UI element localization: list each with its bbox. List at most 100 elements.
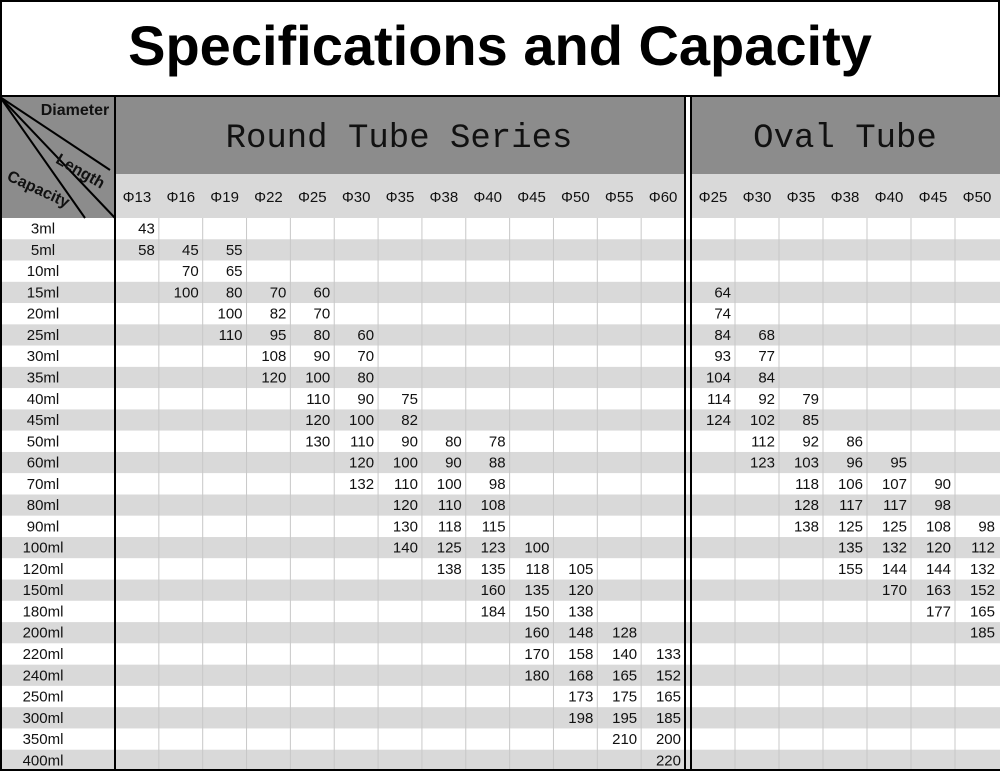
capacity-value: 198 — [568, 710, 593, 727]
capacity-value: 70 — [357, 348, 374, 365]
capacity-value: 106 — [838, 476, 863, 493]
capacity-value: 155 — [838, 561, 863, 578]
capacity-value: 130 — [393, 518, 418, 535]
capacity-value: 95 — [890, 455, 907, 472]
capacity-value: 82 — [270, 306, 287, 323]
row-backgrounds — [0, 218, 1000, 771]
capacity-value: 170 — [882, 582, 907, 599]
capacity-value: 125 — [882, 518, 907, 535]
diameter-label: Φ22 — [254, 189, 283, 206]
capacity-value: 108 — [926, 518, 951, 535]
capacity-value: 80 — [357, 369, 374, 386]
capacity-value: 133 — [656, 646, 681, 663]
capacity-value: 85 — [802, 412, 819, 429]
capacity-value: 110 — [350, 433, 374, 450]
capacity-value: 120 — [349, 455, 374, 472]
capacity-label: 3ml — [31, 221, 55, 238]
diameter-label: Φ45 — [919, 189, 948, 206]
capacity-label: 200ml — [23, 625, 64, 642]
capacity-value: 128 — [794, 497, 819, 514]
capacity-label: 240ml — [23, 667, 64, 684]
capacity-value: 132 — [349, 476, 374, 493]
capacity-label: 45ml — [27, 412, 60, 429]
capacity-value: 100 — [305, 369, 330, 386]
capacity-value: 84 — [758, 369, 775, 386]
capacity-value: 100 — [524, 540, 549, 557]
diameter-label: Φ16 — [166, 189, 195, 206]
capacity-value: 140 — [612, 646, 637, 663]
capacity-value: 100 — [218, 306, 243, 323]
capacity-value: 152 — [656, 667, 681, 684]
capacity-value: 120 — [305, 412, 330, 429]
capacity-value: 180 — [524, 667, 549, 684]
diameter-label: Φ40 — [473, 189, 502, 206]
capacity-value: 108 — [261, 348, 286, 365]
capacity-value: 70 — [270, 284, 287, 301]
capacity-value: 165 — [970, 603, 995, 620]
row-background — [0, 600, 1000, 623]
capacity-value: 220 — [656, 752, 681, 769]
capacity-value: 125 — [838, 518, 863, 535]
row-background — [0, 749, 1000, 771]
capacity-value: 95 — [270, 327, 287, 344]
diameter-label: Φ30 — [743, 189, 772, 206]
capacity-label: 30ml — [27, 348, 60, 365]
diameter-label: Φ45 — [517, 189, 546, 206]
capacity-label: 15ml — [27, 284, 60, 301]
round-header — [115, 97, 684, 174]
capacity-value: 98 — [934, 497, 951, 514]
capacity-value: 88 — [489, 455, 506, 472]
round-diameter-row — [115, 174, 684, 218]
diameter-label: Φ40 — [875, 189, 904, 206]
capacity-value: 185 — [970, 625, 995, 642]
capacity-value: 90 — [357, 391, 374, 408]
row-background — [0, 728, 1000, 750]
capacity-value: 118 — [795, 476, 819, 493]
capacity-value: 168 — [568, 667, 593, 684]
capacity-value: 100 — [174, 284, 199, 301]
capacity-value: 158 — [568, 646, 593, 663]
diameter-label: Φ50 — [561, 189, 590, 206]
capacity-value: 200 — [656, 731, 681, 748]
capacity-value: 74 — [714, 306, 731, 323]
capacity-value: 165 — [612, 667, 637, 684]
capacity-value: 120 — [393, 497, 418, 514]
row-background — [0, 239, 1000, 261]
capacity-value: 84 — [714, 327, 731, 344]
capacity-value: 135 — [481, 561, 506, 578]
capacity-value: 135 — [524, 582, 549, 599]
capacity-value: 68 — [758, 327, 775, 344]
capacity-value: 128 — [612, 625, 637, 642]
diameter-label: Φ13 — [123, 189, 152, 206]
capacity-value: 173 — [568, 689, 593, 706]
capacity-value: 117 — [839, 497, 863, 514]
capacity-value: 80 — [314, 327, 331, 344]
capacity-label: 400ml — [23, 752, 64, 769]
capacity-value: 90 — [401, 433, 418, 450]
diameter-label: Φ35 — [386, 189, 415, 206]
capacity-value: 92 — [758, 391, 775, 408]
capacity-value: 195 — [612, 710, 637, 727]
capacity-value: 55 — [226, 242, 243, 259]
oval-header — [691, 97, 1000, 174]
capacity-value: 112 — [971, 540, 995, 557]
capacity-value: 79 — [802, 391, 819, 408]
diameter-label: Φ38 — [831, 189, 860, 206]
row-background — [0, 388, 1000, 410]
capacity-value: 100 — [437, 476, 462, 493]
row-background — [0, 515, 1000, 538]
capacity-value: 184 — [481, 603, 506, 620]
capacity-label: 90ml — [27, 518, 60, 535]
capacity-value: 150 — [524, 603, 549, 620]
capacity-value: 165 — [656, 689, 681, 706]
capacity-value: 110 — [219, 327, 243, 344]
capacity-label: 10ml — [27, 263, 60, 280]
capacity-value: 144 — [882, 561, 907, 578]
row-background — [0, 707, 1000, 729]
corner-diameter: Diameter — [41, 102, 109, 119]
capacity-value: 45 — [182, 242, 199, 259]
capacity-value: 135 — [838, 540, 863, 557]
capacity-label: 80ml — [27, 497, 60, 514]
round-title: Round Tube Series — [226, 120, 573, 158]
